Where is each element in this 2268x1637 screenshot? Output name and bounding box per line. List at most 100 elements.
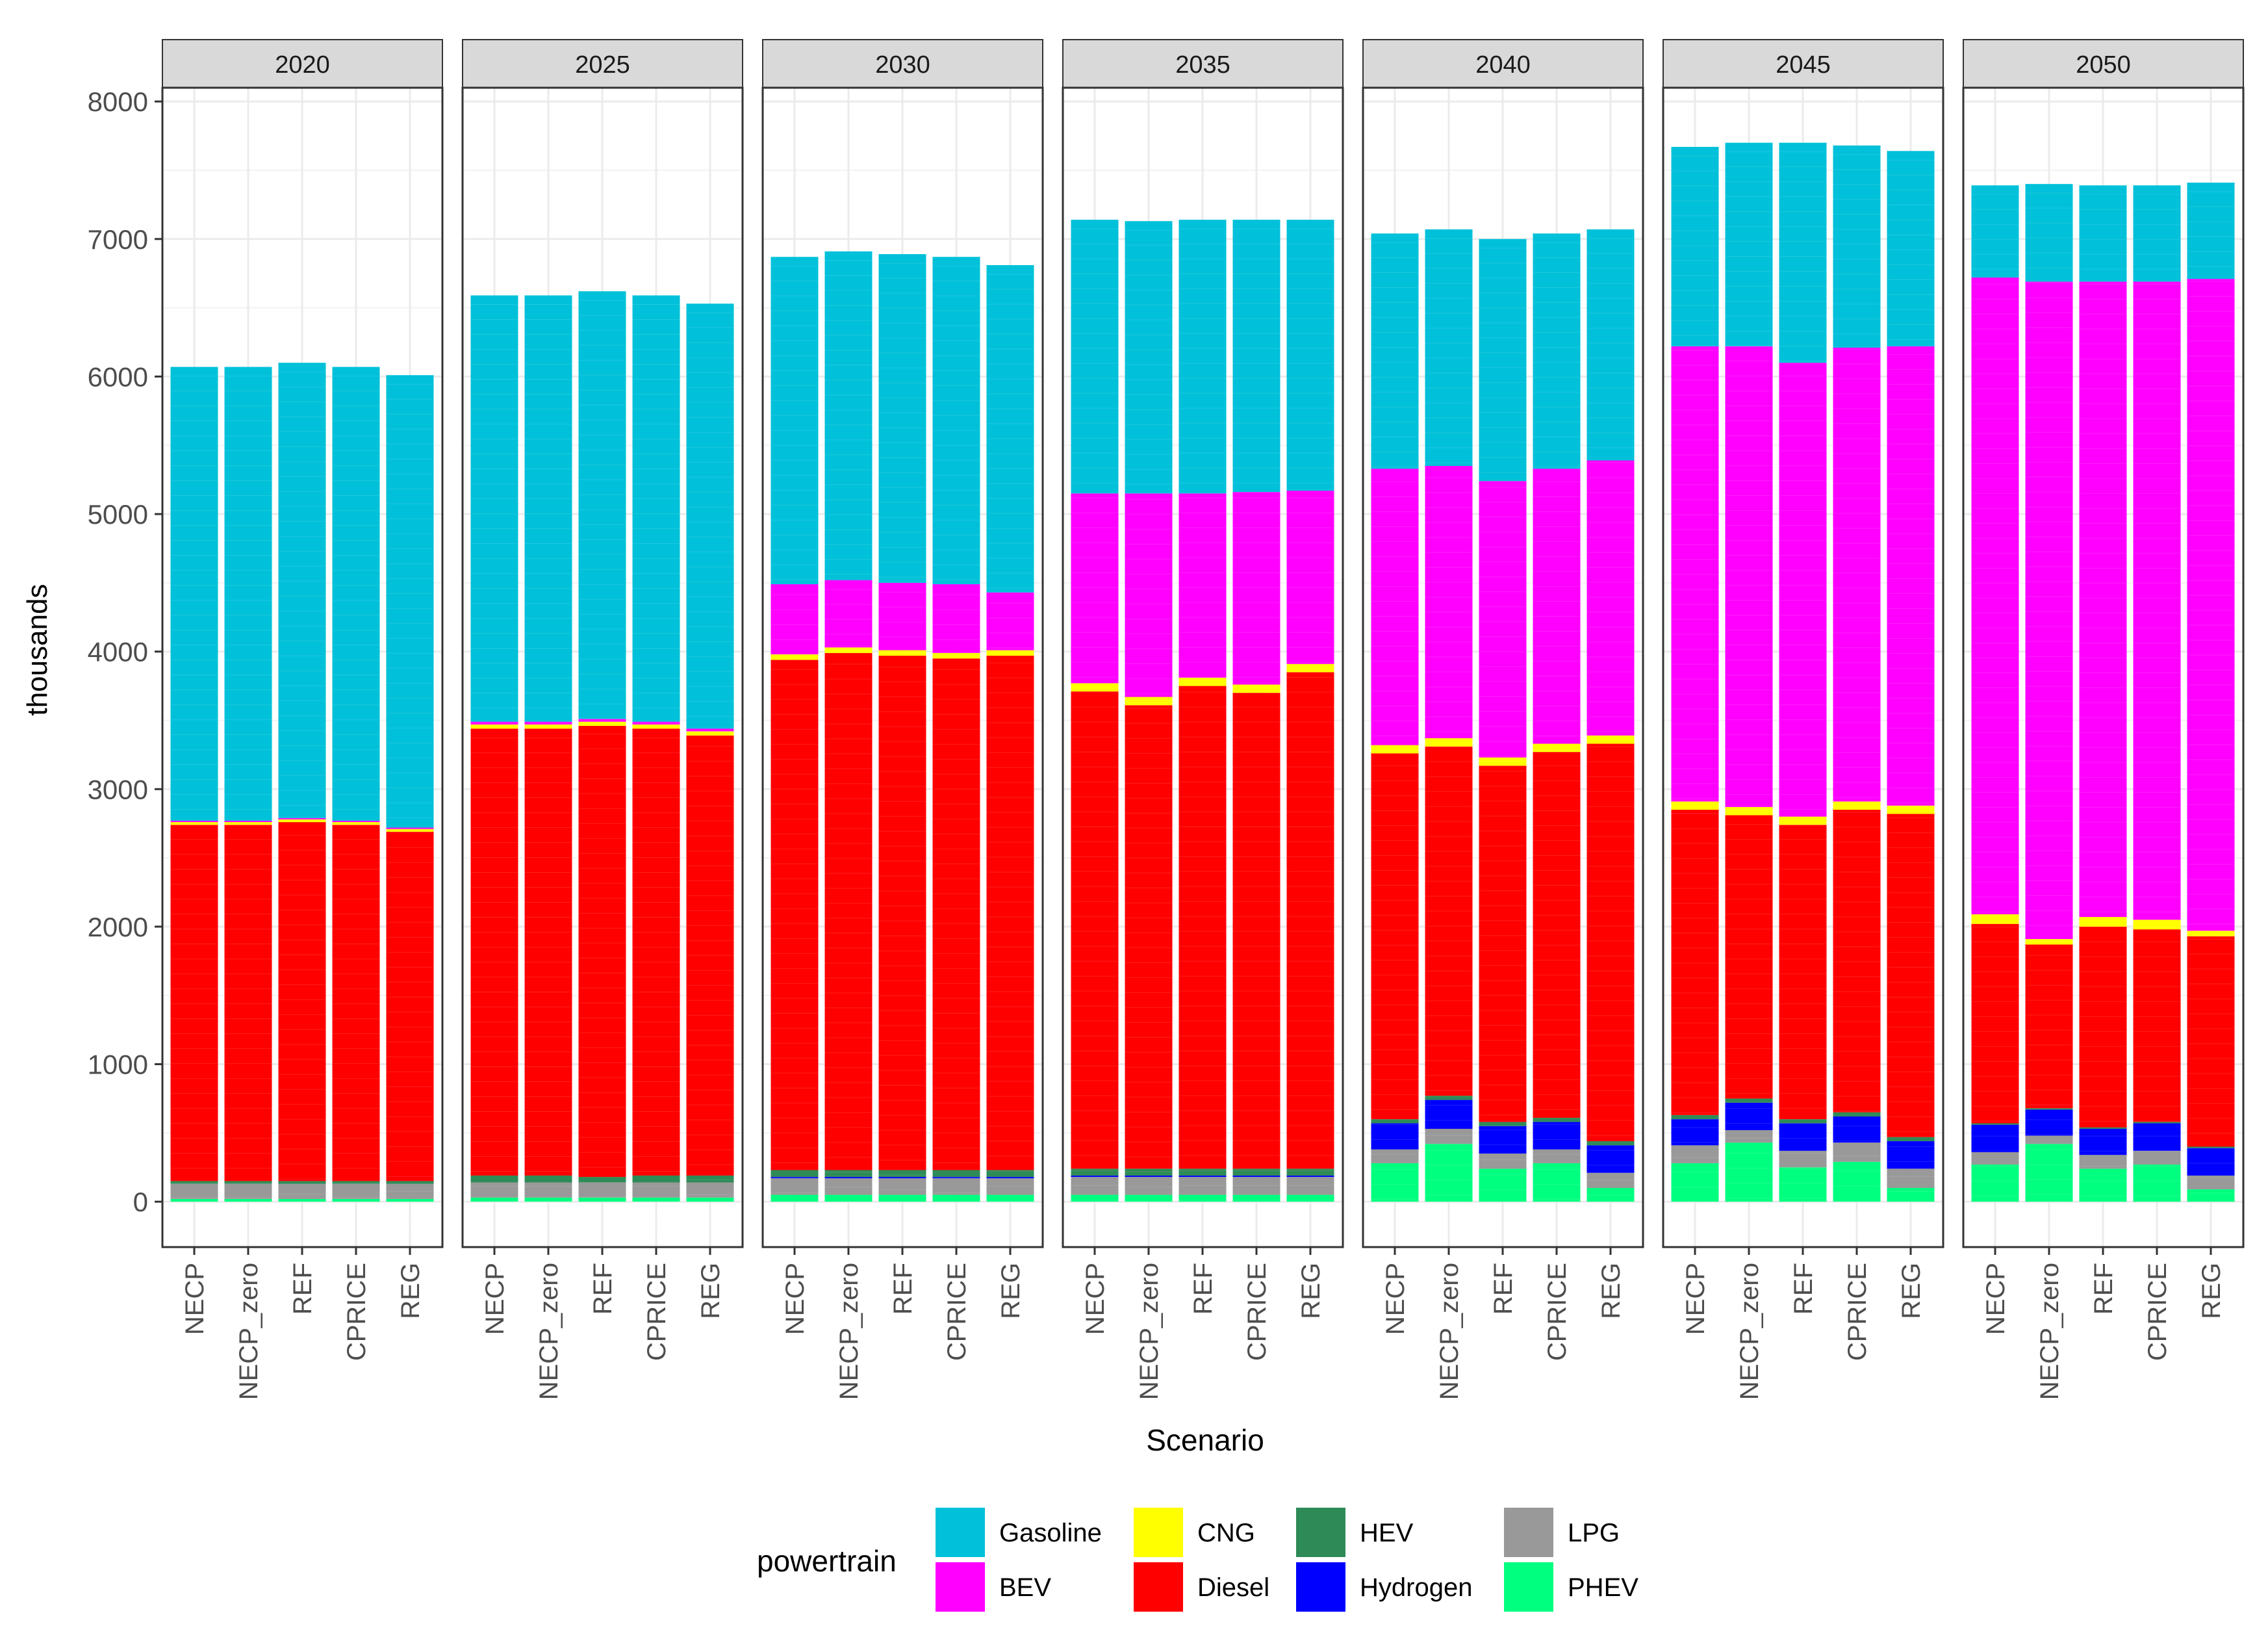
bar-segment-diesel bbox=[1779, 825, 1827, 1120]
bar-segment-diesel bbox=[824, 652, 873, 1170]
bar-segment-diesel bbox=[1179, 686, 1227, 1169]
bar-segment-phev bbox=[1179, 1194, 1227, 1202]
legend-label: BEV bbox=[999, 1573, 1051, 1602]
legend-label: Hydrogen bbox=[1360, 1573, 1472, 1602]
bar-segment-hydrogen bbox=[1125, 1175, 1173, 1178]
bar-segment-lpg bbox=[986, 1178, 1034, 1195]
bar-segment-gasoline bbox=[1725, 142, 1773, 346]
bar-segment-gasoline bbox=[386, 375, 434, 828]
bar-segment-hev bbox=[2025, 1108, 2073, 1110]
bar-segment-lpg bbox=[824, 1178, 873, 1195]
bar-segment-hev bbox=[1286, 1168, 1334, 1176]
bar-segment-gasoline bbox=[332, 367, 380, 821]
bar-segment-bev bbox=[278, 818, 326, 819]
bar-segment-diesel bbox=[2079, 926, 2127, 1128]
bar-segment-hev bbox=[1371, 1119, 1419, 1124]
bar-segment-hev bbox=[771, 1170, 819, 1178]
bar-segment-phev bbox=[470, 1197, 518, 1202]
legend-key bbox=[1504, 1562, 1553, 1612]
bar-segment-lpg bbox=[470, 1182, 518, 1198]
x-tick-label: REF bbox=[1489, 1263, 1518, 1315]
bar-segment-hydrogen bbox=[2025, 1109, 2073, 1136]
bar-2045-REG bbox=[1887, 151, 1935, 1237]
bar-segment-diesel bbox=[1425, 746, 1473, 1096]
bar-segment-lpg bbox=[632, 1182, 680, 1198]
bar-segment-bev bbox=[1586, 460, 1635, 736]
bar-segment-cng bbox=[1779, 816, 1827, 825]
bar-segment-cng bbox=[1971, 914, 2019, 924]
bar-segment-lpg bbox=[2079, 1155, 2127, 1169]
bar-segment-cng bbox=[170, 822, 218, 825]
bar-segment-diesel bbox=[2187, 936, 2235, 1147]
bar-segment-cng bbox=[386, 829, 434, 832]
bar-segment-gasoline bbox=[1779, 142, 1827, 363]
bar-segment-diesel bbox=[386, 831, 434, 1181]
bar-segment-hydrogen bbox=[2133, 1123, 2181, 1151]
bar-segment-lpg bbox=[1971, 1152, 2019, 1165]
bar-2050-NECP_zero bbox=[2025, 184, 2073, 1240]
bar-segment-gasoline bbox=[1425, 229, 1473, 466]
bar-segment-lpg bbox=[1586, 1172, 1635, 1189]
facet-strip-label: 2045 bbox=[1776, 51, 1831, 79]
bar-segment-bev bbox=[2025, 281, 2073, 939]
x-tick-label: NECP bbox=[481, 1263, 509, 1335]
bar-segment-hev bbox=[932, 1170, 980, 1178]
bar-segment-diesel bbox=[470, 728, 518, 1176]
bar-segment-hev bbox=[170, 1181, 218, 1184]
bar-segment-lpg bbox=[686, 1182, 734, 1198]
bar-segment-lpg bbox=[878, 1178, 926, 1195]
bar-segment-lpg bbox=[332, 1183, 380, 1199]
bar-segment-hydrogen bbox=[1779, 1123, 1827, 1151]
bar-segment-bev bbox=[1371, 469, 1419, 745]
bar-segment-bev bbox=[224, 820, 272, 823]
bar-segment-lpg bbox=[1725, 1130, 1773, 1143]
legend-key bbox=[1296, 1562, 1345, 1612]
bar-segment-hydrogen bbox=[1887, 1141, 1935, 1169]
bar-segment-lpg bbox=[1179, 1177, 1227, 1195]
bar-segment-cng bbox=[1125, 697, 1173, 706]
bar-segment-lpg bbox=[1671, 1145, 1719, 1163]
legend-item-gasoline: Gasoline bbox=[936, 1508, 1102, 1557]
facet-strip bbox=[1362, 39, 1644, 88]
bar-segment-phev bbox=[1533, 1163, 1581, 1202]
facet-panel-2020: 2020 NECP NECP_zero REF CPRICE REG bbox=[161, 39, 444, 1400]
x-tick-label: NECP_zero bbox=[535, 1263, 563, 1400]
bar-segment-lpg bbox=[2133, 1150, 2181, 1165]
x-tick-label: CPRICE bbox=[1843, 1263, 1872, 1361]
x-tick-label: NECP bbox=[1381, 1263, 1410, 1335]
bar-segment-phev bbox=[1371, 1163, 1419, 1202]
bar-segment-phev bbox=[932, 1194, 980, 1202]
y-tick-label: 0 bbox=[133, 1187, 148, 1217]
bar-segment-gasoline bbox=[1232, 220, 1281, 493]
bar-segment-diesel bbox=[986, 656, 1034, 1170]
bar-segment-lpg bbox=[278, 1183, 326, 1199]
bar-segment-phev bbox=[1887, 1188, 1935, 1202]
bar-segment-diesel bbox=[2133, 929, 2181, 1122]
bar-segment-cng bbox=[1833, 801, 1881, 810]
bar-segment-diesel bbox=[1125, 705, 1173, 1169]
legend-title: powertrain bbox=[757, 1544, 897, 1578]
legend-label: Diesel bbox=[1197, 1573, 1269, 1602]
bar-2040-NECP bbox=[1371, 233, 1419, 1230]
x-tick-label: REG bbox=[1597, 1263, 1625, 1319]
bar-segment-hydrogen bbox=[2079, 1129, 2127, 1155]
bar-segment-bev bbox=[1725, 346, 1773, 807]
legend-item-lpg: LPG bbox=[1504, 1508, 1620, 1557]
bar-segment-cng bbox=[1179, 677, 1227, 686]
legend-key bbox=[1504, 1508, 1553, 1557]
x-tick-label: REG bbox=[2197, 1263, 2226, 1319]
bar-segment-lpg bbox=[1232, 1177, 1281, 1195]
bar-segment-gasoline bbox=[278, 363, 326, 818]
x-tick-label: CPRICE bbox=[1543, 1263, 1572, 1361]
bar-segment-gasoline bbox=[1371, 233, 1419, 469]
facet-panel-2045: 2045 NECP NECP_zero REF CPRICE REG bbox=[1662, 39, 1944, 1400]
bar-segment-cng bbox=[878, 650, 926, 656]
legend-label: LPG bbox=[1568, 1519, 1620, 1547]
x-tick-label: REF bbox=[1189, 1263, 1217, 1315]
bar-segment-bev bbox=[1779, 363, 1827, 817]
bar-segment-hev bbox=[1671, 1115, 1719, 1120]
legend-label: CNG bbox=[1197, 1519, 1255, 1547]
bar-segment-hydrogen bbox=[1725, 1102, 1773, 1131]
bar-segment-bev bbox=[1179, 493, 1227, 678]
